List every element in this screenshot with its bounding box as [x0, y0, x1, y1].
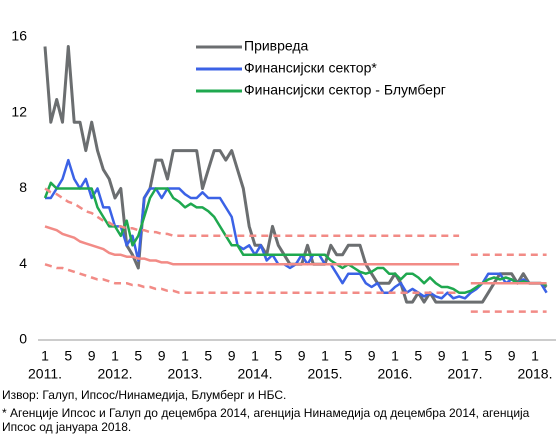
x-tick-label: 9 [508, 348, 516, 364]
x-tick-label: 9 [228, 348, 236, 364]
x-tick-label: 9 [438, 348, 446, 364]
x-tick-label: 9 [298, 348, 306, 364]
x-tick-label: 5 [64, 348, 72, 364]
series-line [44, 263, 547, 313]
y-tick-label: 4 [19, 255, 27, 271]
series-line [45, 158, 548, 300]
x-tick-label: 5 [134, 348, 142, 364]
series-line [44, 225, 547, 285]
year-label: 2017. [447, 366, 482, 382]
x-tick-label: 1 [321, 348, 329, 364]
legend-label: Финансијски сектор - Блумберг [244, 82, 446, 98]
x-tick-label: 1 [111, 348, 119, 364]
x-tick-label: 1 [181, 348, 189, 364]
x-tick-label: 9 [88, 348, 96, 364]
x-tick-label: 5 [484, 348, 492, 364]
x-tick-label: 5 [414, 348, 422, 364]
series-line [43, 181, 547, 294]
x-tick-label: 1 [41, 348, 49, 364]
y-tick-label: 8 [19, 179, 27, 195]
year-label: 2011. [28, 366, 62, 382]
year-label: 2013. [167, 366, 202, 382]
x-tick-label: 5 [344, 348, 352, 364]
x-tick-label: 9 [368, 348, 376, 364]
year-label: 2012. [97, 366, 132, 382]
y-tick-label: 12 [11, 103, 27, 119]
y-tick-label: 0 [19, 331, 27, 347]
year-label: 2015. [307, 366, 342, 382]
x-tick-label: 1 [251, 348, 259, 364]
year-label: 2014. [237, 366, 272, 382]
x-tick-label: 1 [531, 348, 539, 364]
series-line [44, 187, 547, 257]
x-tick-label: 1 [461, 348, 469, 364]
year-label: 2018. [517, 366, 552, 382]
x-tick-label: 5 [204, 348, 212, 364]
note: * Агенције Ипсос и Галуп до децембра 201… [2, 406, 530, 434]
legend-label: Финансијски сектор* [244, 60, 377, 76]
x-tick-label: 9 [158, 348, 166, 364]
legend-label: Привреда [244, 38, 309, 54]
source: Извор: Галуп, Ипсос/Нинамедија, Блумберг… [2, 388, 287, 402]
x-tick-label: 1 [391, 348, 399, 364]
y-tick-label: 16 [11, 28, 27, 44]
year-label: 2016. [377, 366, 412, 382]
x-tick-label: 5 [274, 348, 282, 364]
